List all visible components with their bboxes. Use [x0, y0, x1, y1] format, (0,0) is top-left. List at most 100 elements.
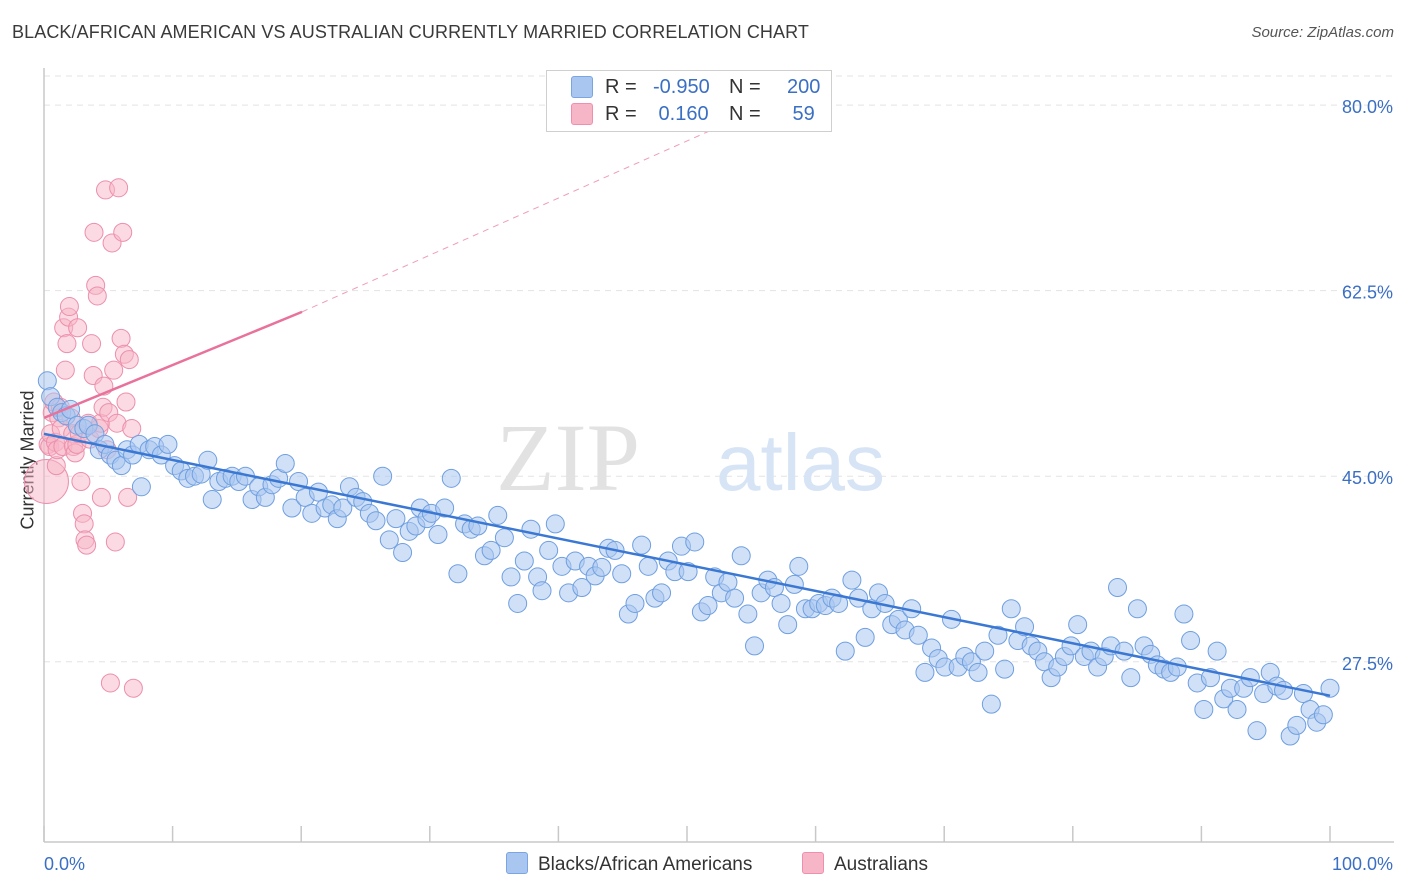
- data-point: [685, 532, 705, 552]
- data-point: [275, 453, 295, 473]
- data-point: [116, 392, 136, 412]
- trend-line-australians: [43, 310, 303, 420]
- australians-points: [23, 178, 143, 698]
- data-point: [198, 450, 218, 470]
- data-point: [725, 588, 745, 608]
- data-point: [652, 583, 672, 603]
- y-tick-label: 80.0%: [1342, 97, 1393, 117]
- data-point: [508, 593, 528, 613]
- data-point: [118, 487, 138, 507]
- data-point: [488, 505, 508, 525]
- data-point: [100, 673, 120, 693]
- chart-title: BLACK/AFRICAN AMERICAN VS AUSTRALIAN CUR…: [12, 22, 810, 42]
- data-point: [37, 371, 57, 391]
- data-point: [1313, 705, 1333, 725]
- legend-item-australians: Australians: [802, 852, 928, 876]
- data-point: [532, 581, 552, 601]
- data-point: [625, 593, 645, 613]
- data-point: [59, 297, 79, 317]
- data-point: [1207, 641, 1227, 661]
- data-point: [122, 418, 142, 438]
- legend-n-value: 200: [787, 75, 821, 98]
- data-point: [87, 286, 107, 306]
- data-point: [1121, 668, 1141, 688]
- data-point: [109, 178, 129, 198]
- data-point: [366, 511, 386, 531]
- data-point: [373, 466, 393, 486]
- data-point: [91, 487, 111, 507]
- trend-line-australians-extension: [301, 125, 721, 313]
- y-tick-label: 45.0%: [1342, 468, 1393, 488]
- data-point: [104, 360, 124, 380]
- x-tick-label: 0.0%: [44, 854, 85, 874]
- data-point: [113, 222, 133, 242]
- data-point: [1068, 615, 1088, 635]
- data-point: [514, 551, 534, 571]
- y-tick-label: 27.5%: [1342, 654, 1393, 674]
- x-tick-labels: 0.0% 100.0%: [44, 854, 1393, 874]
- data-point: [448, 564, 468, 584]
- data-point: [393, 543, 413, 563]
- data-point: [1227, 699, 1247, 719]
- data-point: [855, 627, 875, 647]
- data-point: [612, 564, 632, 584]
- y-tick-labels: 27.5% 45.0% 62.5% 80.0%: [1342, 97, 1393, 674]
- data-point: [842, 570, 862, 590]
- data-point: [908, 625, 928, 645]
- data-point: [105, 532, 125, 552]
- data-point: [632, 535, 652, 555]
- data-point: [718, 572, 738, 592]
- data-point: [771, 593, 791, 613]
- data-point: [333, 498, 353, 518]
- data-point: [521, 519, 541, 539]
- data-point: [494, 528, 514, 548]
- legend-r-value: 0.160: [653, 102, 709, 125]
- data-point: [84, 222, 104, 242]
- data-point: [1174, 604, 1194, 624]
- legend-item-blacks: Blacks/African Americans: [506, 852, 752, 876]
- legend-n-value: 59: [787, 102, 815, 125]
- x-tick-label: 100.0%: [1332, 854, 1393, 874]
- data-point: [915, 662, 935, 682]
- data-point: [1194, 699, 1214, 719]
- legend-swatch-blue: [506, 852, 528, 874]
- data-point: [481, 540, 501, 560]
- blacks-points: [37, 371, 1340, 746]
- source-label: Source: ZipAtlas.com: [1251, 24, 1394, 41]
- data-point: [835, 641, 855, 661]
- data-point: [77, 535, 97, 555]
- watermark-atlas: atlas: [716, 418, 885, 507]
- data-point: [202, 490, 222, 510]
- data-point: [441, 468, 461, 488]
- data-point: [131, 477, 151, 497]
- data-point: [995, 659, 1015, 679]
- data-point: [789, 556, 809, 576]
- data-point: [1287, 715, 1307, 735]
- data-point: [988, 625, 1008, 645]
- watermark: ZIP atlas: [496, 404, 885, 511]
- data-point: [71, 472, 91, 492]
- data-point: [1293, 684, 1313, 704]
- data-point: [1108, 578, 1128, 598]
- legend-r-value: -0.950: [653, 75, 710, 98]
- data-point: [975, 641, 995, 661]
- axes: [43, 68, 1394, 843]
- data-point: [1181, 631, 1201, 651]
- trend-lines: [43, 125, 1331, 697]
- data-point: [68, 318, 88, 338]
- data-point: [698, 596, 718, 616]
- data-point: [572, 578, 592, 598]
- data-point: [1127, 599, 1147, 619]
- data-point: [592, 557, 612, 577]
- data-point: [1320, 678, 1340, 698]
- data-point: [119, 350, 139, 370]
- data-point: [158, 434, 178, 454]
- data-point: [282, 498, 302, 518]
- data-point: [111, 328, 131, 348]
- trend-line-blacks: [43, 432, 1331, 697]
- data-point: [1114, 641, 1134, 661]
- legend-r-label: R =: [605, 75, 637, 98]
- data-point: [539, 540, 559, 560]
- data-point: [55, 360, 75, 380]
